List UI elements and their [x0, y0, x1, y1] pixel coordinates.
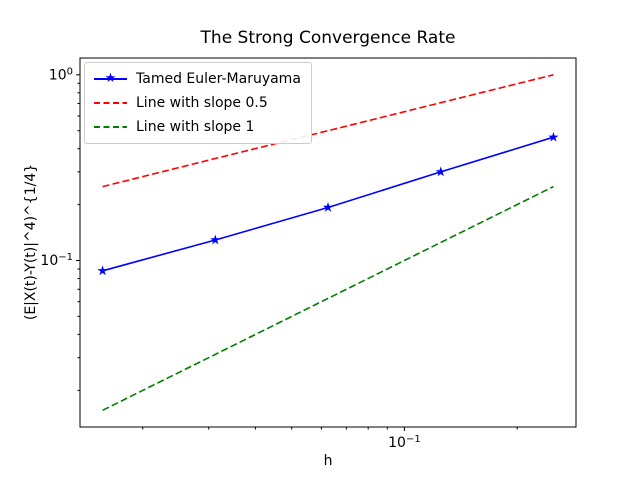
y-axis-ticks: 100 10−1 [40, 66, 80, 391]
star-marker [210, 234, 221, 245]
series-line-line-with-slope-0-5 [102, 74, 554, 188]
series-line-with-slope-1 [102, 185, 554, 412]
y-tick-label: 10−1 [40, 252, 73, 269]
star-marker [548, 131, 559, 142]
legend: ★ Tamed Euler-Maruyama Line with slope 0… [84, 62, 312, 144]
legend-item-slope-05: Line with slope 0.5 [94, 93, 301, 113]
legend-label: Line with slope 1 [136, 119, 255, 135]
star-marker [97, 265, 108, 276]
green-dashed-line-sample [94, 126, 127, 128]
y-axis-label: (E|X(t)-Y(t)|^4)^{1/4} [23, 163, 39, 321]
axes-frame [79, 57, 577, 428]
star-marker [435, 166, 446, 177]
series-line-line-with-slope-1 [102, 185, 554, 412]
legend-label: Tamed Euler-Maruyama [136, 71, 301, 87]
legend-label: Line with slope 0.5 [136, 95, 268, 111]
x-axis-ticks: 10−1 [142, 427, 518, 451]
series-line-with-slope-0-5 [102, 74, 554, 188]
x-axis-label: h [323, 453, 333, 469]
chart-title: The Strong Convergence Rate [200, 28, 456, 48]
legend-item-tamed-euler-maruyama: ★ Tamed Euler-Maruyama [94, 69, 301, 89]
y-tick-label: 100 [49, 66, 73, 83]
legend-swatch-red-dashed [94, 96, 127, 110]
legend-swatch-blue-line: ★ [94, 72, 127, 86]
legend-swatch-green-dashed [94, 120, 127, 134]
x-tick-label: 10−1 [388, 434, 421, 451]
legend-item-slope-1: Line with slope 1 [94, 117, 301, 137]
blue-line-sample [94, 78, 127, 80]
red-dashed-line-sample [94, 102, 127, 104]
star-marker-icon: ★ [104, 70, 117, 86]
series-tamed-euler-maruyama [97, 131, 559, 276]
star-marker [322, 202, 334, 212]
